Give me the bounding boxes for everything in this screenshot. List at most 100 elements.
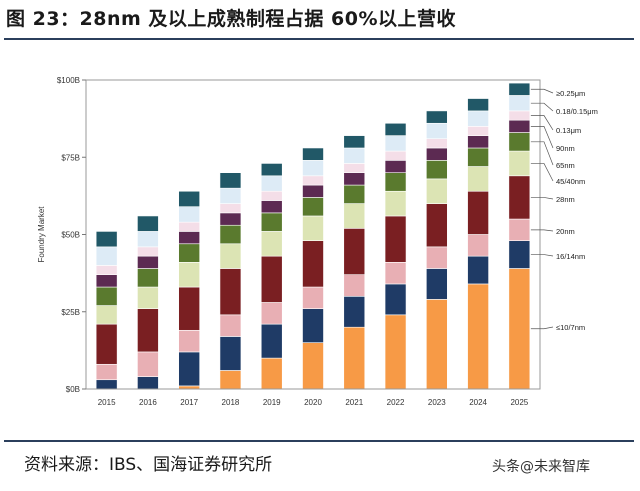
bar-segment [178, 286, 200, 331]
bar-segment [384, 135, 407, 152]
legend-leader-line [530, 197, 554, 200]
bar-segment [178, 221, 200, 232]
bar-segment [302, 184, 324, 198]
bar-segment [508, 82, 531, 96]
bar-segment [302, 342, 324, 390]
bar-segment [260, 255, 283, 303]
bar-segment [426, 299, 448, 390]
bar-segment [219, 336, 242, 371]
bar-segment [260, 357, 283, 390]
bar-segment [137, 231, 159, 248]
bar-segment [137, 286, 159, 309]
bar-segment [137, 351, 159, 377]
bar-segment [178, 190, 200, 207]
bar-segment [260, 175, 283, 192]
bar-segment [343, 203, 366, 229]
bar-segment [137, 255, 159, 269]
watermark-text: 头条@未来智库 [492, 459, 590, 475]
bar-segment [467, 283, 489, 390]
bar-segment [467, 126, 489, 136]
bar-segment [260, 212, 283, 232]
bar-segment [302, 240, 324, 288]
bar-segment [343, 147, 366, 164]
figure-title: 图 23：28nm 及以上成熟制程占据 60%以上营收 [6, 8, 457, 30]
bar-segment [384, 215, 407, 263]
legend-leader-line [530, 88, 554, 94]
bar-segment [426, 110, 448, 124]
bar-segment [260, 200, 283, 214]
bar-segment [178, 231, 200, 245]
bar-segment [343, 228, 366, 275]
legend-label: 0.13μm [556, 126, 581, 135]
bar-segment [467, 135, 489, 149]
y-tick-label: $0B [66, 385, 80, 394]
bar-segment [219, 224, 242, 245]
bar-segment [95, 246, 118, 266]
bar-segment [343, 184, 366, 204]
legend-leader-line [530, 163, 554, 182]
y-tick-label: $25B [61, 308, 80, 317]
bar-segment [219, 212, 242, 226]
bar-segment [343, 163, 366, 173]
bar-segment [302, 197, 324, 217]
bar-segment [343, 326, 366, 390]
bar-segment [384, 262, 407, 285]
legend-leader-line [530, 229, 554, 232]
y-tick-label: $100B [57, 76, 80, 85]
bar-segment [467, 190, 489, 235]
bar-segment [467, 147, 489, 167]
bar-segment [137, 376, 159, 390]
x-tick-label: 2016 [139, 398, 157, 407]
bar-segment [426, 178, 448, 204]
bar-segment [302, 160, 324, 177]
bar-segment [384, 190, 407, 217]
bar-segment [384, 314, 407, 390]
legend-label: 0.18/0.15μm [556, 107, 598, 116]
bar-segment [219, 314, 242, 337]
bar-segment [508, 132, 531, 152]
bar-segment [302, 147, 324, 161]
x-tick-label: 2017 [180, 398, 198, 407]
bar-segment [260, 190, 283, 201]
bar-segment [467, 255, 489, 285]
y-tick-label: $50B [61, 231, 80, 240]
bar-segment [137, 246, 159, 257]
legend-leader-line [530, 254, 554, 257]
source-note: 资料来源：IBS、国海证券研究所 [24, 455, 273, 475]
bar-segment [467, 234, 489, 257]
bar-segment [137, 268, 159, 288]
legend-leader-line [530, 102, 554, 112]
bar-segment [302, 286, 324, 309]
bar-segment [95, 323, 118, 365]
bar-segment [178, 351, 200, 387]
y-tick-label: $75B [61, 153, 80, 162]
bar-segment [384, 150, 407, 161]
bar-segment [302, 308, 324, 343]
source-divider [4, 440, 634, 442]
bars-group [95, 82, 531, 390]
bar-segment [219, 187, 242, 204]
bar-segment [95, 286, 118, 306]
bar-segment [95, 379, 118, 390]
labels-group: $0B $25B $50B $75B $100B Foundry Market 2015 20… [37, 76, 598, 407]
bar-segment [260, 302, 283, 325]
x-tick-label: 2023 [428, 398, 446, 407]
x-tick-label: 2020 [304, 398, 322, 407]
legend-label: ≥0.25μm [556, 89, 585, 98]
legend-leader-line [530, 326, 554, 330]
bar-segment [178, 206, 200, 223]
bar-segment [426, 246, 448, 269]
bar-segment [95, 363, 118, 381]
legend-leader-line [530, 125, 554, 149]
bar-segment [426, 203, 448, 248]
bar-segment [137, 215, 159, 232]
bar-segment [384, 122, 407, 136]
legend-leader-line [530, 115, 554, 131]
legend-leader-line [530, 141, 554, 166]
legend-label: 16/14nm [556, 252, 585, 261]
bar-segment [302, 215, 324, 241]
bar-segment [384, 172, 407, 192]
legend-label: ≤10/7nm [556, 323, 585, 332]
bar-segment [508, 110, 531, 121]
